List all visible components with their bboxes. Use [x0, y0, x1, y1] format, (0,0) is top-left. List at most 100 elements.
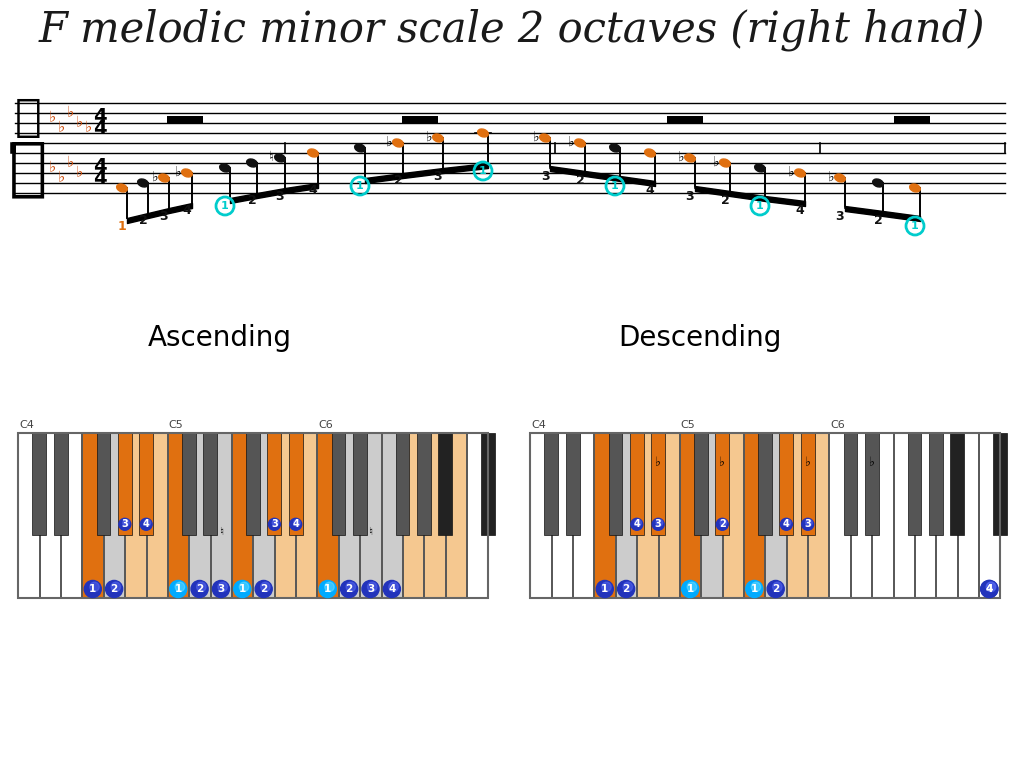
- Ellipse shape: [645, 149, 655, 157]
- Bar: [608, 433, 623, 535]
- Text: ♭: ♭: [57, 170, 65, 186]
- Bar: [637, 433, 657, 598]
- Circle shape: [90, 582, 99, 591]
- Bar: [96, 433, 111, 535]
- Ellipse shape: [720, 159, 730, 167]
- Ellipse shape: [835, 174, 846, 182]
- Text: F melodic minor scale 2 octaves (right hand): F melodic minor scale 2 octaves (right h…: [39, 8, 985, 51]
- Circle shape: [119, 518, 131, 530]
- Text: 4: 4: [388, 584, 395, 594]
- Circle shape: [752, 582, 761, 591]
- Bar: [18, 433, 39, 598]
- Text: 2: 2: [393, 174, 402, 187]
- Ellipse shape: [159, 174, 169, 182]
- Bar: [103, 433, 124, 598]
- Ellipse shape: [274, 154, 286, 162]
- Bar: [872, 433, 893, 598]
- Bar: [424, 433, 444, 598]
- Bar: [545, 433, 558, 535]
- Circle shape: [112, 582, 121, 591]
- Circle shape: [773, 582, 782, 591]
- Text: C4: C4: [19, 420, 34, 430]
- Circle shape: [319, 581, 336, 598]
- Bar: [829, 433, 850, 598]
- Text: 3: 3: [271, 519, 278, 529]
- Bar: [779, 433, 794, 535]
- Text: ♭: ♭: [655, 455, 662, 468]
- Circle shape: [233, 581, 251, 598]
- Circle shape: [294, 519, 300, 526]
- Bar: [18, 433, 488, 598]
- Text: 4: 4: [93, 120, 106, 138]
- Text: 2: 2: [623, 584, 630, 594]
- Bar: [445, 433, 466, 598]
- Text: 𝄢: 𝄢: [14, 97, 41, 140]
- Bar: [758, 433, 772, 535]
- Text: ♭: ♭: [713, 155, 719, 169]
- Ellipse shape: [574, 139, 586, 147]
- Ellipse shape: [433, 134, 443, 142]
- Bar: [907, 433, 922, 535]
- Bar: [167, 116, 203, 124]
- Bar: [438, 433, 453, 535]
- Ellipse shape: [872, 179, 884, 187]
- Bar: [808, 433, 828, 598]
- Circle shape: [290, 518, 302, 530]
- Bar: [667, 116, 703, 124]
- Text: 2: 2: [260, 584, 267, 594]
- Bar: [118, 433, 132, 535]
- Text: 1: 1: [118, 220, 126, 233]
- Text: ♭: ♭: [805, 455, 811, 468]
- Text: 3: 3: [805, 519, 811, 529]
- Text: ♮: ♮: [268, 150, 273, 164]
- Text: 2: 2: [196, 584, 203, 594]
- Bar: [993, 433, 1007, 535]
- Text: 4: 4: [986, 584, 993, 594]
- Circle shape: [123, 519, 129, 526]
- Bar: [723, 433, 743, 598]
- Circle shape: [346, 582, 355, 591]
- Circle shape: [144, 519, 151, 526]
- Bar: [395, 433, 410, 535]
- Text: 4: 4: [93, 170, 106, 188]
- Text: 1: 1: [751, 584, 758, 594]
- Text: 4: 4: [783, 519, 790, 529]
- Ellipse shape: [755, 164, 765, 172]
- Bar: [382, 433, 402, 598]
- Text: 1: 1: [479, 166, 486, 176]
- Bar: [139, 433, 154, 535]
- Ellipse shape: [181, 169, 193, 177]
- Bar: [680, 433, 700, 598]
- Text: ♭: ♭: [76, 115, 83, 131]
- Bar: [844, 433, 857, 535]
- Text: 1: 1: [356, 181, 364, 191]
- Bar: [915, 433, 935, 598]
- Circle shape: [218, 582, 227, 591]
- Circle shape: [981, 581, 997, 598]
- Bar: [851, 433, 871, 598]
- Bar: [289, 433, 303, 535]
- Circle shape: [624, 582, 633, 591]
- Text: 4: 4: [93, 108, 106, 127]
- Text: 4: 4: [645, 184, 654, 197]
- Text: 1: 1: [325, 584, 332, 594]
- Text: ♭: ♭: [152, 170, 159, 184]
- Bar: [168, 433, 188, 598]
- Bar: [246, 433, 260, 535]
- Bar: [595, 433, 614, 598]
- Text: C6: C6: [830, 420, 845, 430]
- Circle shape: [682, 581, 698, 598]
- Bar: [615, 433, 636, 598]
- Bar: [865, 433, 879, 535]
- Text: 3: 3: [541, 170, 549, 183]
- Bar: [146, 433, 167, 598]
- Text: 1: 1: [175, 584, 182, 594]
- Text: 2: 2: [111, 584, 118, 594]
- Circle shape: [197, 582, 206, 591]
- Circle shape: [268, 518, 281, 530]
- Bar: [317, 433, 338, 598]
- Bar: [353, 433, 367, 535]
- Bar: [417, 433, 431, 535]
- Bar: [694, 433, 708, 535]
- Circle shape: [745, 581, 763, 598]
